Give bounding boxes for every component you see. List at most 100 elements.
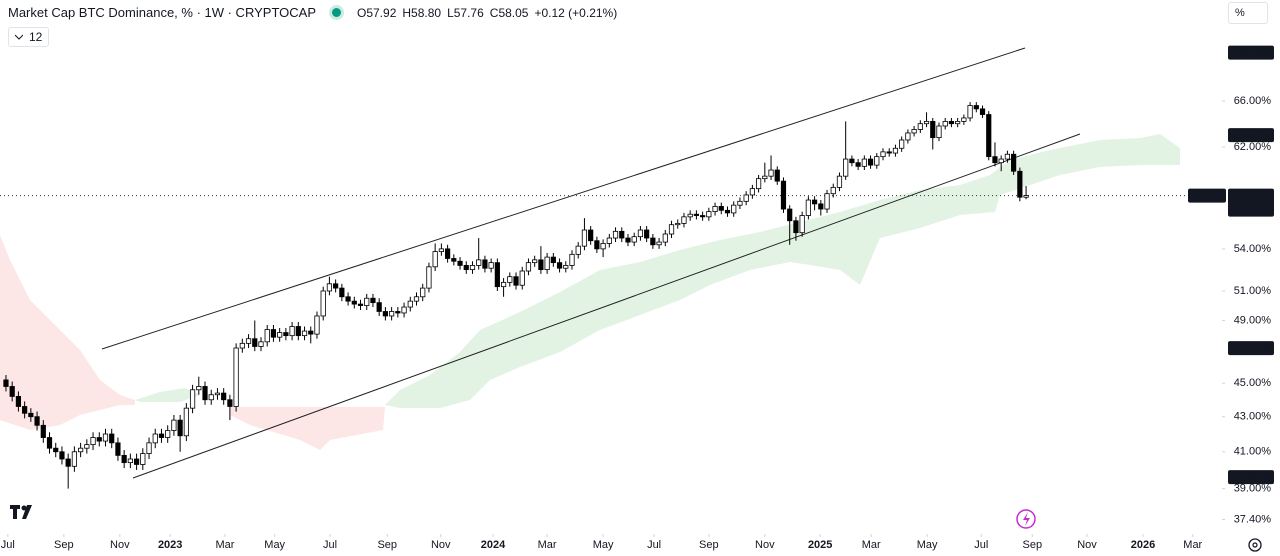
candle [389, 307, 395, 321]
x-tick-label: Mar [862, 539, 881, 551]
candle [382, 307, 388, 321]
candle-body [724, 209, 731, 214]
candle-body [774, 169, 780, 182]
candle-body [1011, 153, 1017, 172]
candle-body [432, 251, 438, 268]
candle [693, 210, 700, 220]
candle-body [594, 240, 600, 250]
candle [855, 159, 861, 171]
countdown-label: 5d 7h [1238, 202, 1266, 214]
candle-body [22, 406, 28, 414]
y-tick-label: 51.00% [1234, 285, 1272, 297]
scale-button[interactable]: % [1228, 2, 1268, 24]
candle-body [146, 442, 152, 454]
candle [917, 120, 923, 133]
current-price-label: 58.05% [1234, 189, 1272, 201]
indicator-count: 12 [29, 30, 43, 44]
candle-body [811, 199, 818, 205]
y-tick-label: 39.00% [1234, 483, 1272, 495]
candle-body [196, 386, 202, 391]
cloud-red [0, 235, 135, 430]
candle [830, 183, 836, 198]
chart-title: Market Cap BTC Dominance, % · 1W · CRYPT… [8, 5, 316, 20]
candle-body [930, 120, 936, 139]
candle [177, 414, 183, 452]
indicator-toggle[interactable]: 12 [8, 27, 50, 47]
candle-body [221, 392, 227, 401]
candle [432, 243, 438, 272]
candle-body [550, 256, 556, 264]
candle [59, 446, 65, 465]
candle [718, 202, 724, 215]
candle-body [911, 129, 917, 134]
candle [115, 437, 121, 461]
candle [102, 428, 109, 447]
x-tick-label: 2026 [1131, 539, 1155, 551]
candle [71, 446, 77, 472]
x-tick-label: May [917, 539, 938, 551]
y-tick-label: 41.00% [1234, 446, 1272, 458]
candle-body [245, 338, 252, 344]
candle-body [861, 158, 867, 167]
candle [152, 428, 158, 449]
candle [208, 389, 214, 405]
x-tick-label: Jul [323, 539, 337, 551]
candle [563, 261, 569, 273]
candle-body [295, 326, 301, 337]
candle [451, 254, 457, 266]
candle-body [84, 444, 90, 449]
candle-body [917, 123, 923, 130]
candle [364, 293, 370, 311]
x-tick-label: Nov [755, 539, 775, 551]
candle-body [612, 230, 619, 239]
candle [171, 414, 177, 436]
candle-body [948, 120, 955, 125]
candle-body [494, 262, 500, 288]
candle-body [731, 204, 737, 214]
candle-body [787, 208, 793, 222]
candle [277, 328, 283, 342]
candle [892, 144, 899, 157]
candle-body [320, 290, 326, 317]
candle-body [936, 125, 942, 139]
price-badge-label: 70.48% [1234, 47, 1272, 59]
candle [345, 292, 351, 306]
candle [588, 226, 594, 245]
candle [843, 121, 849, 180]
candle-body [718, 206, 724, 211]
candle [625, 234, 631, 247]
candle [631, 232, 637, 247]
candle-body [905, 132, 911, 141]
candle-body [413, 296, 420, 302]
candle [544, 252, 550, 274]
candle-body [314, 315, 320, 335]
x-tick-label: Mar [215, 539, 234, 551]
candle-body [351, 300, 357, 305]
candle-body [476, 259, 482, 266]
candle-body [357, 303, 364, 306]
candle-body [986, 114, 992, 158]
candle-body [301, 330, 308, 337]
price-badge-label: 47.19% [1234, 342, 1272, 354]
candle [444, 244, 451, 263]
candle-body [420, 287, 426, 298]
candle [513, 272, 519, 290]
x-tick-label: Jul [647, 539, 661, 551]
ohlc-change: +0.12 (+0.21%) [534, 5, 618, 20]
candle [973, 102, 979, 113]
candle [569, 250, 575, 270]
candle-body [799, 215, 805, 234]
candle [469, 261, 476, 274]
price-badge [1228, 341, 1274, 356]
candle [351, 296, 357, 309]
candle-body [961, 117, 967, 122]
candle [525, 258, 532, 276]
candle [942, 117, 948, 130]
candle [420, 283, 426, 302]
settings-icon[interactable] [1248, 538, 1262, 552]
spark-icon[interactable] [1016, 509, 1036, 529]
candle-body [687, 213, 693, 218]
candle-body [46, 437, 53, 449]
x-tick-label: 2025 [808, 539, 832, 551]
